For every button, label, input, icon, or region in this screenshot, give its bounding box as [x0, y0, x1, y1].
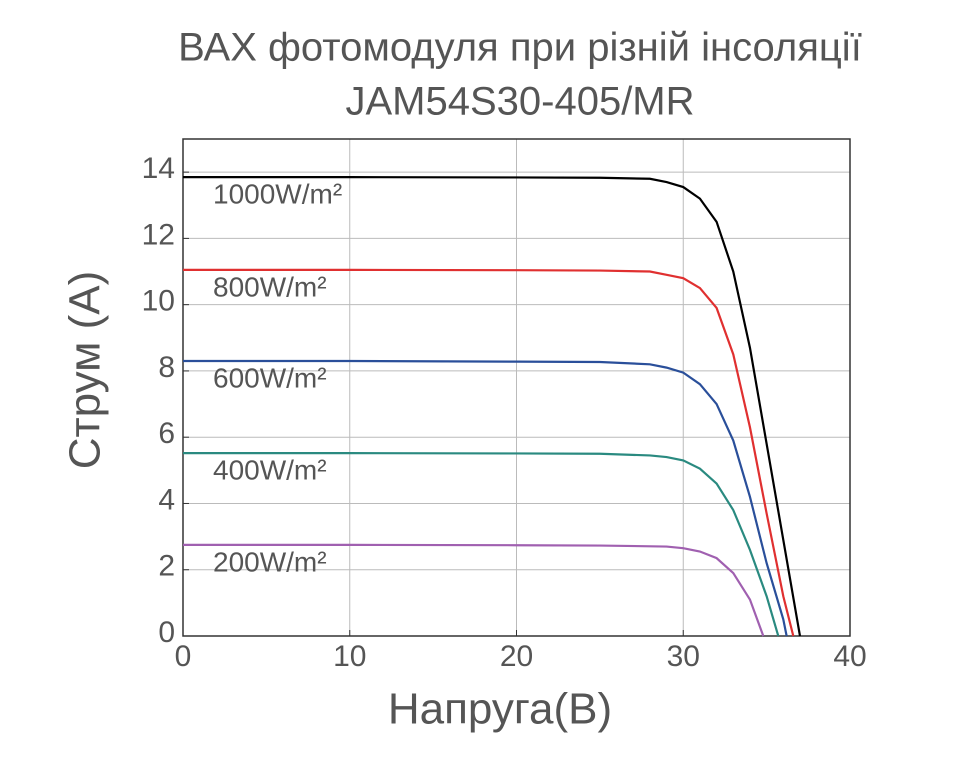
y-tick-label: 10: [142, 285, 175, 318]
y-tick-label: 0: [158, 616, 175, 649]
y-tick-label: 2: [158, 550, 175, 583]
x-tick-label: 40: [833, 640, 866, 673]
y-tick-label: 4: [158, 483, 175, 516]
series-label: 600W/m²: [213, 362, 327, 393]
series-line: [183, 452, 780, 637]
x-tick-label: 20: [500, 640, 533, 673]
y-tick-label: 8: [158, 351, 175, 384]
x-tick-label: 0: [175, 640, 192, 673]
series-line: [183, 268, 795, 637]
series-label: 1000W/m²: [213, 178, 342, 209]
y-tick-label: 6: [158, 417, 175, 450]
chart-subtitle: JAM54S30-405/MR: [345, 80, 694, 124]
x-tick-label: 30: [667, 640, 700, 673]
plot-frame: [182, 138, 851, 637]
x-axis-label: Напруга(В): [388, 685, 612, 734]
series-line: [183, 543, 765, 637]
series-line: [183, 176, 802, 637]
y-tick-label: 14: [142, 152, 175, 185]
y-tick-label: 12: [142, 218, 175, 251]
x-tick-label: 10: [333, 640, 366, 673]
chart-title: ВАХ фотомодуля при різній інсоляції: [178, 26, 862, 70]
series-label: 400W/m²: [213, 454, 327, 485]
series-label: 200W/m²: [213, 546, 327, 577]
y-axis-label: Струм (А): [61, 271, 110, 470]
series-label: 800W/m²: [213, 271, 327, 302]
series-line: [183, 359, 788, 637]
